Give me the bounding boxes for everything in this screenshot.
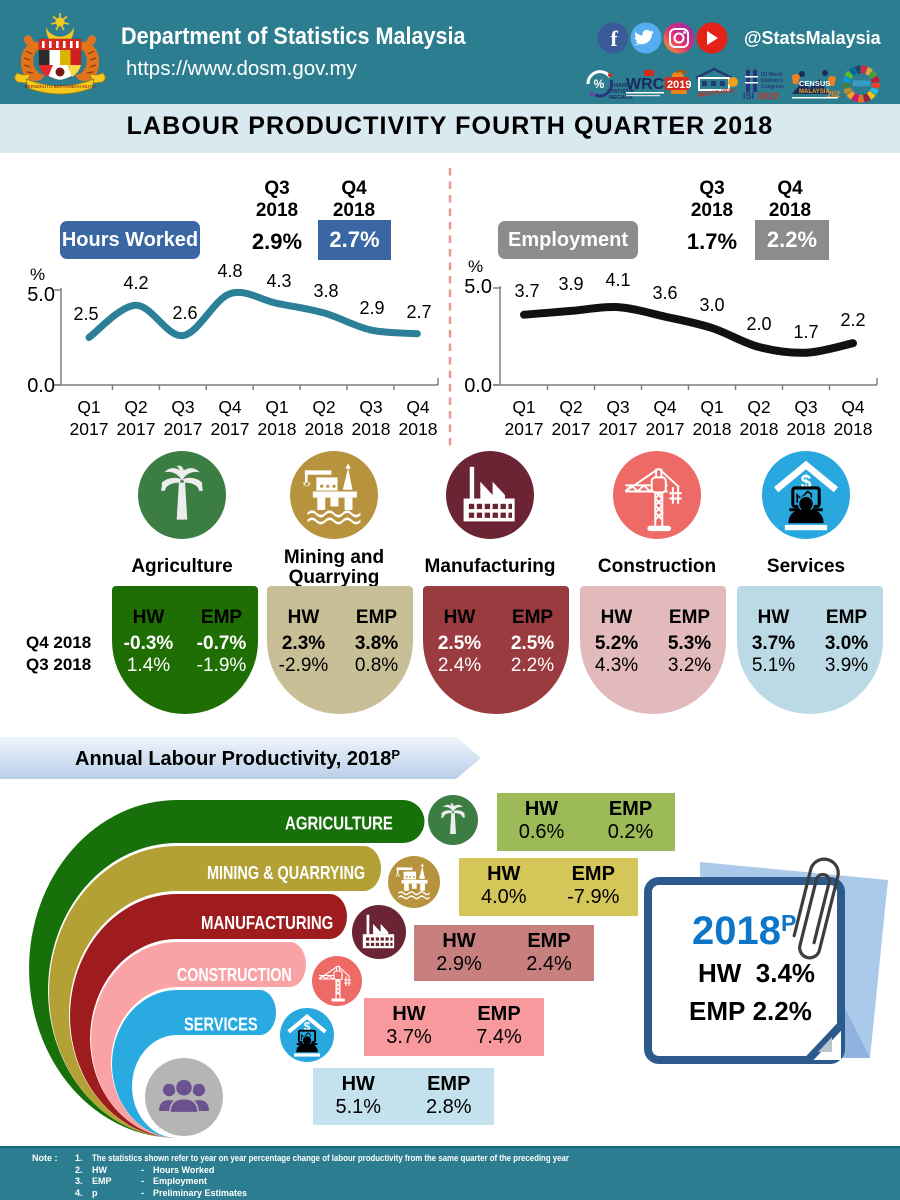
svg-text:Q2: Q2 xyxy=(559,397,582,417)
svg-text:Q3: Q3 xyxy=(794,397,817,417)
svg-text:2018: 2018 xyxy=(352,419,391,439)
svg-text:f: f xyxy=(610,26,618,51)
svg-text:Q2: Q2 xyxy=(124,397,147,417)
svg-text:2018: 2018 xyxy=(740,419,779,439)
svg-text:3.6: 3.6 xyxy=(652,283,677,303)
svg-text:ISI: ISI xyxy=(743,91,754,101)
svg-text:2.6: 2.6 xyxy=(172,303,197,323)
svg-text:3.9: 3.9 xyxy=(558,274,583,294)
svg-text:2017: 2017 xyxy=(70,419,109,439)
svg-text:2018: 2018 xyxy=(787,419,826,439)
svg-text:2.0: 2.0 xyxy=(746,314,771,334)
svg-text:4.1: 4.1 xyxy=(605,270,630,290)
svg-text:2017: 2017 xyxy=(117,419,156,439)
svg-text:2018: 2018 xyxy=(258,419,297,439)
svg-text:Q1: Q1 xyxy=(512,397,535,417)
svg-text:3.7: 3.7 xyxy=(514,281,539,301)
svg-text:Q2: Q2 xyxy=(747,397,770,417)
svg-text:2018: 2018 xyxy=(834,419,873,439)
svg-text:2017: 2017 xyxy=(599,419,638,439)
svg-text:0.0: 0.0 xyxy=(27,375,55,397)
svg-text:2018: 2018 xyxy=(693,419,732,439)
svg-text:Congress: Congress xyxy=(761,84,784,90)
svg-text:Q1: Q1 xyxy=(265,397,288,417)
svg-text:Q4: Q4 xyxy=(406,397,430,417)
svg-text:Q1: Q1 xyxy=(77,397,100,417)
svg-text:Statistics: Statistics xyxy=(761,78,783,84)
svg-text:2.2: 2.2 xyxy=(840,310,865,330)
svg-text:2017: 2017 xyxy=(164,419,203,439)
svg-text:Q4: Q4 xyxy=(653,397,677,417)
svg-text:2019: 2019 xyxy=(667,79,691,91)
svg-text:SERVICES: SERVICES xyxy=(184,1014,258,1035)
svg-text:Q3: Q3 xyxy=(606,397,629,417)
svg-text:CONSTRUCTION: CONSTRUCTION xyxy=(177,965,292,985)
svg-text:MINING & QUARRYING: MINING & QUARRYING xyxy=(207,862,365,883)
svg-text:5.0: 5.0 xyxy=(464,276,492,298)
svg-text:202: 202 xyxy=(827,90,841,99)
svg-text:2.7: 2.7 xyxy=(406,302,431,322)
svg-text:0.0: 0.0 xyxy=(464,375,492,397)
svg-text:2.9: 2.9 xyxy=(359,298,384,318)
svg-text:CENSUS: CENSUS xyxy=(799,79,830,88)
svg-text:2017: 2017 xyxy=(211,419,250,439)
svg-text:2018: 2018 xyxy=(305,419,344,439)
svg-text:2017: 2017 xyxy=(646,419,685,439)
svg-text:4.3: 4.3 xyxy=(266,271,291,291)
svg-text:STATISTIK: STATISTIK xyxy=(607,89,635,95)
svg-text:Q4: Q4 xyxy=(841,397,865,417)
svg-text:2.5: 2.5 xyxy=(73,304,98,324)
svg-text:HESTIA 2019: HESTIA 2019 xyxy=(697,88,735,99)
svg-text:%: % xyxy=(468,257,483,276)
svg-text:HARI: HARI xyxy=(614,83,628,89)
svg-text:%: % xyxy=(594,77,605,91)
svg-text:Q4: Q4 xyxy=(218,397,242,417)
svg-text:2018: 2018 xyxy=(399,419,438,439)
svg-text:%: % xyxy=(30,265,45,284)
svg-text:1.7: 1.7 xyxy=(793,322,818,342)
svg-text:2017: 2017 xyxy=(552,419,591,439)
svg-text:4.2: 4.2 xyxy=(123,273,148,293)
svg-text:Q2: Q2 xyxy=(312,397,335,417)
svg-text:WRC: WRC xyxy=(626,76,665,93)
svg-text:NEGARA: NEGARA xyxy=(609,95,633,101)
svg-text:Q3: Q3 xyxy=(171,397,194,417)
svg-text:ISI World: ISI World xyxy=(761,72,783,78)
svg-text:MANUFACTURING: MANUFACTURING xyxy=(201,913,333,934)
svg-text:2019: 2019 xyxy=(758,91,778,101)
svg-text:3.8: 3.8 xyxy=(313,281,338,301)
svg-text:4.8: 4.8 xyxy=(217,261,242,281)
svg-text:AGRICULTURE: AGRICULTURE xyxy=(285,813,393,834)
svg-text:BERSEKUTU BERTAMBAH MUTU: BERSEKUTU BERTAMBAH MUTU xyxy=(25,84,96,89)
svg-text:3.0: 3.0 xyxy=(699,295,724,315)
svg-text:MALAYSIA: MALAYSIA xyxy=(799,89,830,95)
svg-text:Q1: Q1 xyxy=(700,397,723,417)
svg-text:5.0: 5.0 xyxy=(27,284,55,306)
svg-text:2017: 2017 xyxy=(505,419,544,439)
svg-text:Q3: Q3 xyxy=(359,397,382,417)
